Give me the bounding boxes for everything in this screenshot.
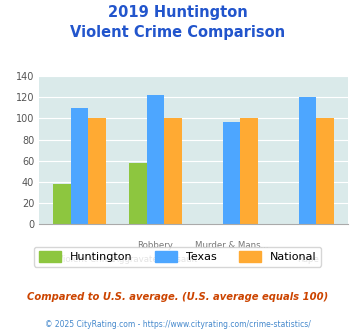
Text: Violent Crime Comparison: Violent Crime Comparison <box>70 25 285 40</box>
Bar <box>240 118 258 224</box>
Text: Robbery: Robbery <box>137 241 173 250</box>
Text: © 2025 CityRating.com - https://www.cityrating.com/crime-statistics/: © 2025 CityRating.com - https://www.city… <box>45 320 310 329</box>
Bar <box>316 118 334 224</box>
Bar <box>147 95 164 224</box>
Bar <box>88 118 105 224</box>
Text: All Violent Crime: All Violent Crime <box>44 255 115 264</box>
Bar <box>71 108 88 224</box>
Text: Aggravated Assault: Aggravated Assault <box>113 255 198 264</box>
Bar <box>299 97 316 224</box>
Bar <box>164 118 182 224</box>
Bar <box>53 184 71 224</box>
Bar <box>223 121 240 224</box>
Legend: Huntington, Texas, National: Huntington, Texas, National <box>34 247 321 267</box>
Bar <box>129 163 147 224</box>
Text: Rape: Rape <box>297 255 318 264</box>
Text: Murder & Mans...: Murder & Mans... <box>195 241 268 250</box>
Text: Compared to U.S. average. (U.S. average equals 100): Compared to U.S. average. (U.S. average … <box>27 292 328 302</box>
Text: 2019 Huntington: 2019 Huntington <box>108 5 247 20</box>
